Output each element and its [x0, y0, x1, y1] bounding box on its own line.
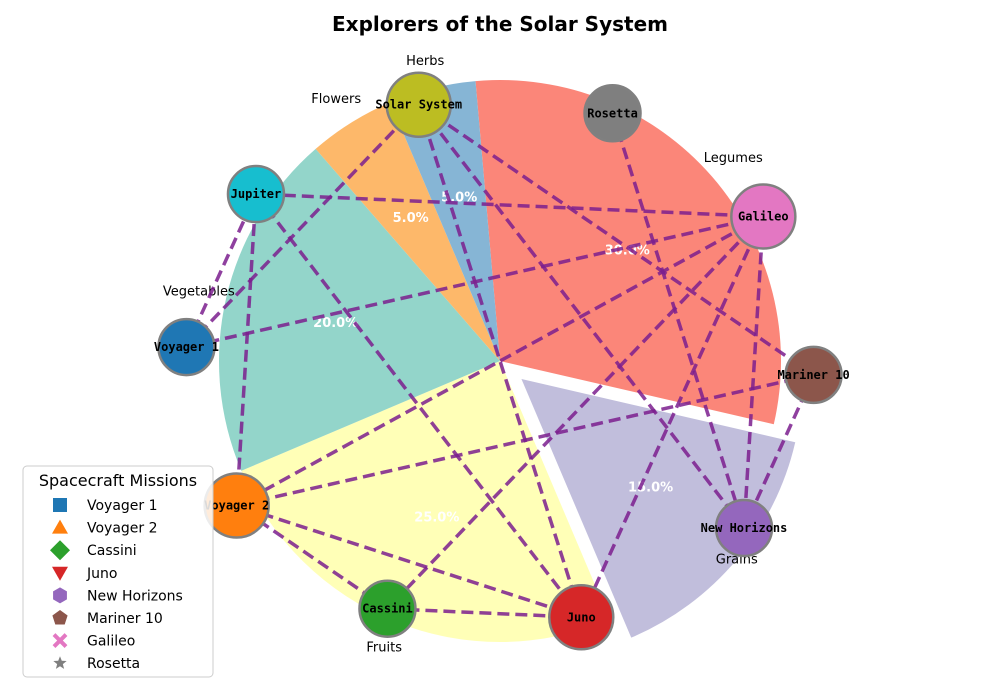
link-galileo-voyager-1 — [186, 214, 764, 349]
link-juno-voyager-2 — [236, 503, 582, 619]
category-label-legumes: Legumes — [704, 151, 763, 166]
node-label-voyager-2: Voyager 2 — [204, 499, 269, 513]
node-label-juno: Juno — [567, 610, 596, 624]
link-solar-system-mariner-10 — [417, 103, 815, 377]
percent-label-fruits: 25.0% — [414, 510, 459, 525]
legend-entry-voyager-2: Voyager 2 — [52, 519, 158, 537]
legend-entry-mariner-10: Mariner 10 — [52, 610, 163, 627]
legend-label-cassini: Cassini — [87, 543, 137, 559]
node-label-galileo: Galileo — [738, 209, 789, 223]
link-galileo-juno — [579, 215, 765, 619]
node-circle-galileo — [730, 183, 797, 250]
node-label-voyager-1: Voyager 1 — [154, 340, 219, 354]
node-circle-solar-system — [385, 71, 452, 138]
node-circle-cassini — [358, 579, 417, 638]
legend-entries: Voyager 1 Voyager 2 Cassini Juno New Horizon… — [50, 498, 183, 672]
node-circle-rosetta — [583, 84, 642, 143]
mission-nodes: Solar System Rosetta Galileo Mariner 10 New … — [154, 71, 850, 651]
percent-labels: 30.0%15.0%25.0%20.0%5.0%5.0% — [313, 190, 673, 525]
legend-title: Spacecraft Missions — [39, 471, 197, 490]
percent-label-legumes: 30.0% — [605, 243, 650, 258]
node-voyager-1: Voyager 1 — [154, 317, 219, 377]
node-label-rosetta: Rosetta — [587, 106, 638, 120]
node-voyager-2: Voyager 2 — [203, 472, 270, 539]
category-labels: LegumesGrainsFruitsVegetablesFlowersHerb… — [163, 54, 763, 656]
legend-entry-new-horizons: New Horizons — [53, 587, 183, 604]
link-mariner-10-voyager-2 — [236, 373, 814, 508]
node-cassini: Cassini — [358, 579, 417, 638]
pie-slice-grains — [521, 378, 796, 638]
mariner-10-marker-icon — [52, 610, 68, 625]
category-label-herbs: Herbs — [406, 54, 444, 69]
node-circle-new-horizons — [714, 498, 774, 558]
node-new-horizons: New Horizons — [701, 498, 788, 558]
link-galileo-voyager-2 — [235, 214, 765, 508]
legend-label-juno: Juno — [86, 566, 117, 582]
pie-slice-legumes — [475, 80, 781, 425]
legend-entry-voyager-1: Voyager 1 — [53, 498, 158, 514]
node-label-mariner-10: Mariner 10 — [777, 368, 849, 382]
node-circle-mariner-10 — [784, 345, 843, 405]
legend-label-voyager-1: Voyager 1 — [87, 498, 158, 514]
link-juno-cassini — [387, 606, 582, 620]
legend: Spacecraft Missions Voyager 1 Voyager 2 Ca… — [22, 465, 214, 678]
category-label-vegetables: Vegetables — [163, 284, 235, 299]
category-label-flowers: Flowers — [311, 92, 361, 107]
legend-entry-cassini: Cassini — [50, 540, 137, 561]
node-solar-system: Solar System — [375, 71, 462, 138]
node-label-cassini: Cassini — [362, 602, 413, 616]
node-circle-jupiter — [226, 164, 286, 224]
node-circle-juno — [548, 584, 615, 651]
node-rosetta: Rosetta — [583, 84, 642, 143]
voyager-2-marker-icon — [52, 519, 68, 534]
pie-slice-flowers — [315, 102, 500, 361]
legend-entry-rosetta: Rosetta — [53, 656, 140, 672]
legend-frame — [22, 465, 214, 678]
juno-marker-icon — [52, 566, 68, 581]
legend-entry-galileo: Galileo — [52, 633, 135, 650]
legend-label-rosetta: Rosetta — [87, 656, 140, 672]
rosetta-marker-icon — [53, 656, 67, 669]
node-circle-voyager-1 — [157, 317, 216, 377]
link-galileo-new-horizons — [742, 216, 766, 529]
voyager-1-marker-icon — [53, 498, 67, 512]
legend-label-voyager-2: Voyager 2 — [87, 521, 158, 537]
chart-title: Explorers of the Solar System — [332, 12, 668, 36]
link-voyager-2-jupiter — [234, 193, 258, 506]
link-galileo-jupiter — [255, 192, 764, 219]
legend-label-new-horizons: New Horizons — [87, 588, 183, 604]
percent-label-vegetables: 20.0% — [313, 316, 358, 331]
node-galileo: Galileo — [730, 183, 797, 250]
link-solar-system-voyager-1 — [185, 103, 420, 349]
legend-label-mariner-10: Mariner 10 — [87, 611, 163, 627]
category-label-fruits: Fruits — [366, 641, 402, 656]
percent-label-grains: 15.0% — [628, 480, 673, 495]
percent-label-flowers: 5.0% — [393, 211, 429, 226]
link-rosetta-new-horizons — [610, 112, 746, 529]
node-label-jupiter: Jupiter — [231, 187, 282, 201]
node-label-new-horizons: New Horizons — [701, 521, 788, 535]
link-galileo-cassini — [386, 215, 765, 610]
node-juno: Juno — [548, 584, 615, 651]
node-mariner-10: Mariner 10 — [777, 345, 850, 405]
legend-entry-juno: Juno — [52, 566, 117, 582]
pie-slice-herbs — [390, 81, 500, 362]
pie-slice-vegetables — [218, 148, 500, 471]
mission-links — [184, 103, 816, 620]
legend-label-galileo: Galileo — [87, 634, 135, 650]
node-label-solar-system: Solar System — [375, 98, 462, 112]
node-jupiter: Jupiter — [226, 164, 286, 224]
cassini-marker-icon — [50, 540, 70, 561]
galileo-marker-icon — [52, 633, 68, 649]
new-horizons-marker-icon — [53, 587, 67, 604]
